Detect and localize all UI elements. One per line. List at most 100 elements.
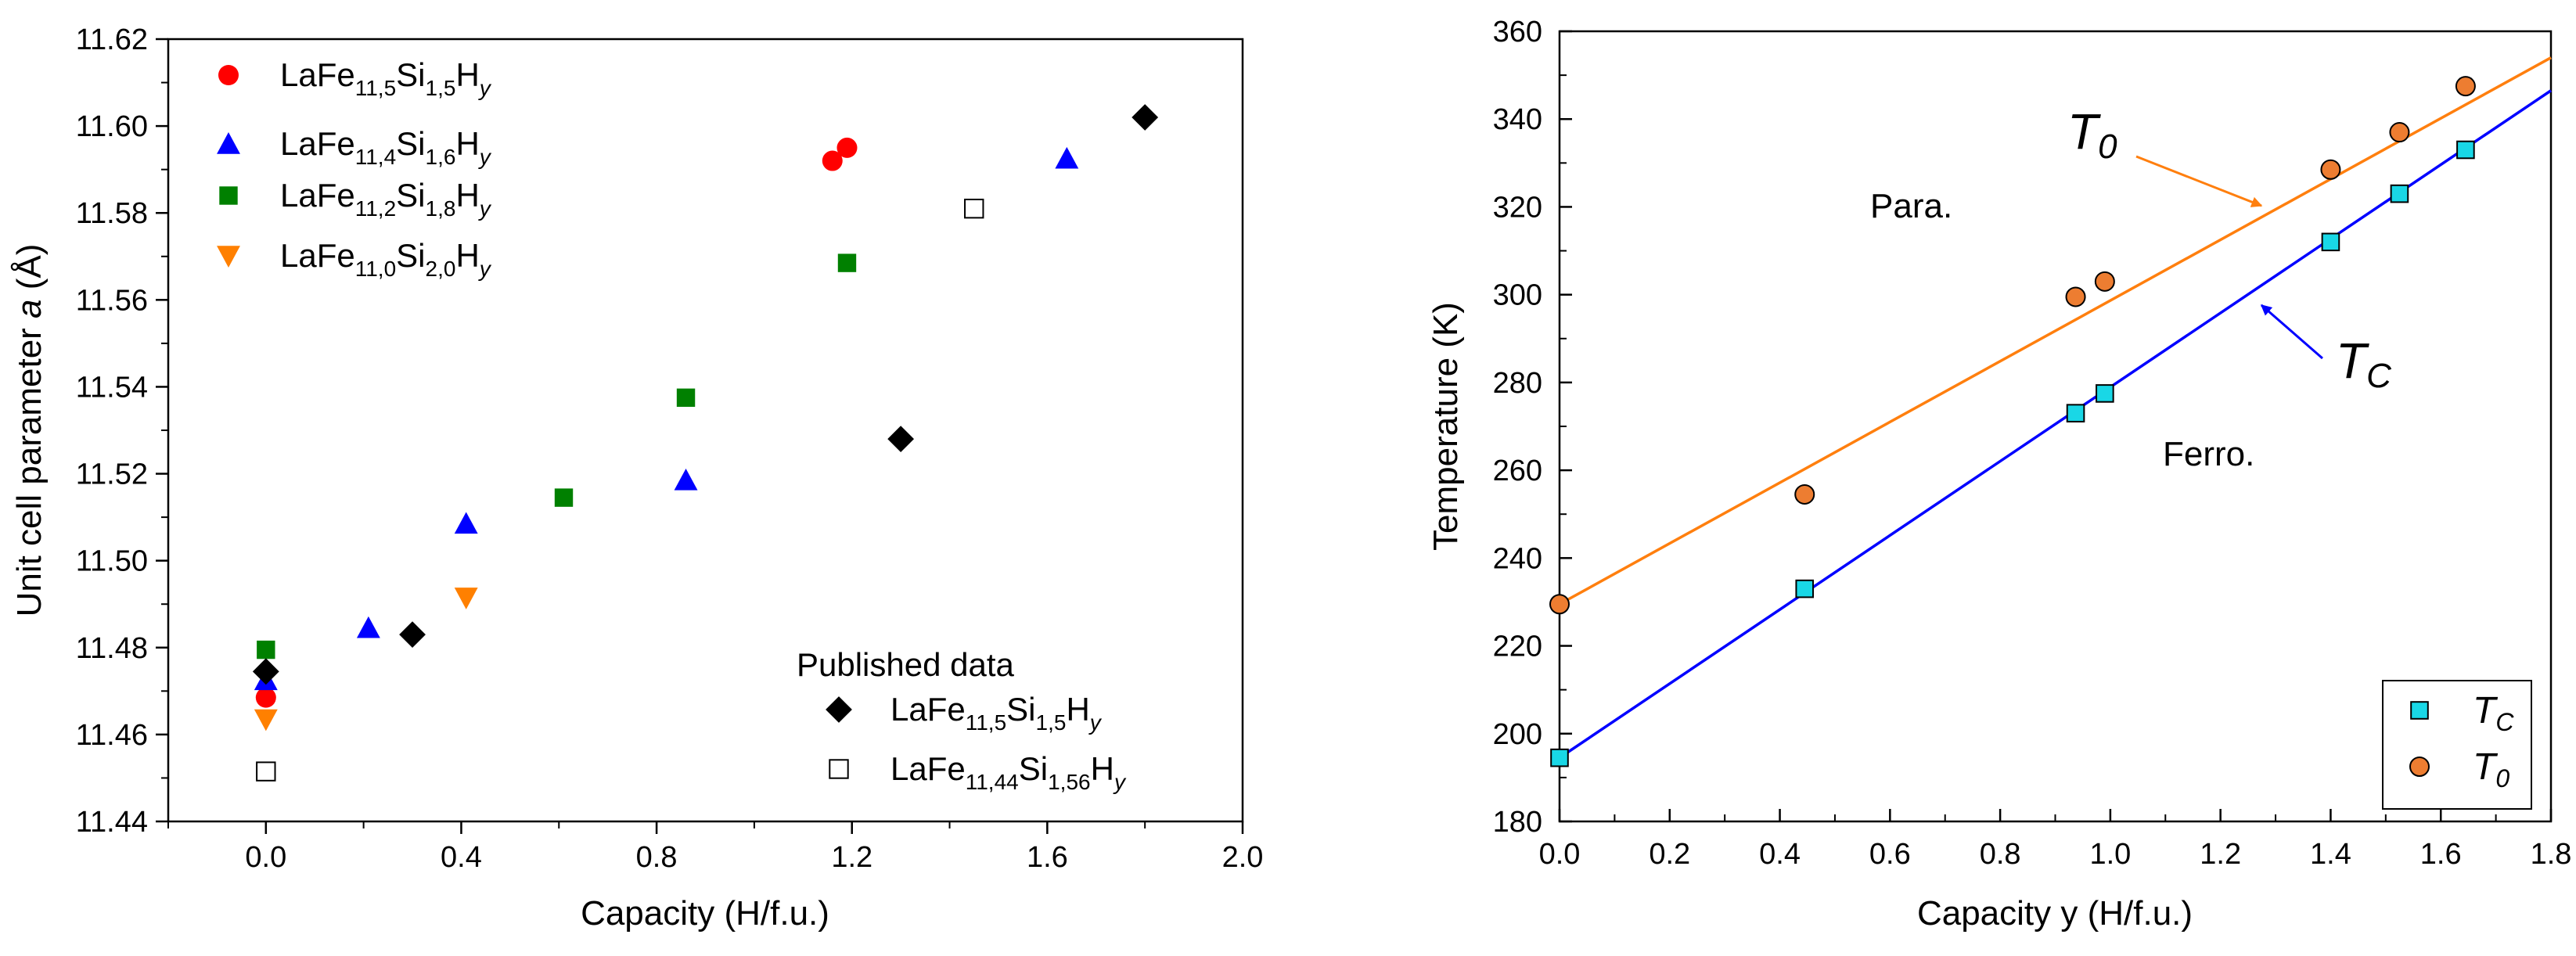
left-point-s3 [254,709,278,731]
right-point-tc [1795,579,1815,598]
right-x-tick-label: 1.8 [2531,838,2572,871]
t0-arrow [2135,155,2263,207]
left-x-axis-title: Capacity (H/f.u.) [581,894,829,933]
right-point-t0 [2455,76,2476,97]
left-legend-label-0: LaFe11,5Si1,5Hy [280,56,492,100]
left-point-s5 [964,198,984,219]
left-y-tick-label: 11.50 [76,545,148,578]
left-legend: LaFe11,5Si1,5Hy LaFe11,4Si1,6Hy LaFe11,2Si… [217,56,1127,794]
left-x-tick-label: 0.8 [636,841,678,874]
right-x-tick-label: 1.6 [2420,838,2462,871]
left-point-s5 [256,761,276,782]
left-y-tick-label: 11.46 [76,719,148,752]
right-legend: TC T0 [2382,680,2532,810]
t0-annotation: T0 [2067,103,2117,166]
right-y-tick-label: 320 [1493,191,1542,224]
right-legend-marker-tc [2410,701,2429,720]
right-legend-marker-t0 [2409,757,2430,777]
right-x-tick-label: 1.2 [2200,838,2241,871]
fit-line-t0 [1559,56,2552,606]
right-point-tc [2390,184,2409,203]
left-legend-marker-1 [217,132,240,154]
left-data-points [252,104,1159,782]
left-legend-marker-4 [826,696,852,723]
left-point-s4 [252,658,279,685]
fit-line-tc [1559,89,2552,760]
left-point-s2 [837,253,857,272]
right-point-tc [2096,384,2114,403]
right-fit-lines [1559,56,2552,760]
right-y-tick-label: 240 [1493,542,1542,575]
right-x-tick-label: 0.0 [1539,838,1581,871]
left-point-s2 [554,488,574,507]
left-point-s1 [1055,146,1079,169]
right-y-tick-label: 280 [1493,367,1542,400]
right-x-tick-label: 0.6 [1869,838,1911,871]
right-x-tick-label: 0.4 [1759,838,1801,871]
right-point-tc [2456,140,2475,160]
right-point-t0 [2065,286,2086,307]
right-legend-label-t0: T0 [2473,746,2509,792]
left-legend-heading: Published data [797,646,1015,683]
left-legend-label-3: LaFe11,0Si2,0Hy [280,237,492,281]
right-y-tick-label: 220 [1493,631,1542,663]
left-legend-label-2: LaFe11,2Si1,8Hy [280,177,492,221]
right-point-tc [2321,232,2340,252]
left-point-s4 [887,426,915,453]
left-y-tick-label: 11.60 [76,110,148,143]
right-axis-ticks: 0.0 0.2 0.4 0.6 0.8 1.0 1.2 1.4 1.6 1.8 180 200 220 2… [1493,16,2572,871]
left-point-s4 [1131,104,1159,131]
tc-arrow [2260,304,2323,360]
left-x-tick-label: 2.0 [1222,841,1264,874]
left-legend-label-1: LaFe11,4Si1,6Hy [280,125,492,169]
right-y-tick-label: 340 [1493,103,1542,136]
right-y-tick-label: 260 [1493,455,1542,487]
right-x-axis-title: Capacity y (H/f.u.) [1917,894,2193,933]
right-y-tick-label: 200 [1493,718,1542,751]
left-point-s0 [836,137,858,158]
right-y-tick-label: 360 [1493,16,1542,49]
left-x-tick-label: 1.2 [831,841,872,874]
left-point-s3 [454,588,478,609]
right-x-tick-label: 1.0 [2089,838,2131,871]
left-point-s1 [454,512,478,534]
right-data-points [1549,76,2476,767]
right-y-tick-label: 300 [1493,279,1542,312]
right-legend-label-tc: TC [2473,690,2514,736]
left-point-s1 [356,616,380,638]
left-x-tick-label: 0.0 [245,841,286,874]
left-legend-marker-3 [217,246,240,268]
left-y-tick-label: 11.54 [76,371,148,404]
tc-annotation: TC [2336,332,2392,395]
right-point-t0 [2320,159,2341,180]
para-region-label: Para. [1870,187,1952,225]
right-x-tick-label: 0.8 [1980,838,2021,871]
right-point-t0 [2389,122,2410,143]
left-axis-ticks: 0.0 0.4 0.8 1.2 1.6 2.0 11.44 11.46 11.48 11.50 11… [76,23,1264,874]
left-y-tick-label: 11.56 [76,284,148,317]
left-y-tick-label: 11.48 [76,632,148,665]
left-point-s4 [399,621,426,649]
left-y-tick-label: 11.62 [76,23,148,56]
left-point-s2 [257,640,275,659]
left-y-axis-title: Unit cell parameter a (Å) [10,244,49,617]
right-x-tick-label: 1.4 [2310,838,2351,871]
left-point-s0 [822,150,843,171]
left-y-tick-label: 11.58 [76,197,148,230]
left-y-tick-label: 11.44 [76,806,148,839]
left-legend-marker-5 [829,759,849,779]
right-point-t0 [1794,483,1815,505]
lattice-parameter-chart: 0.0 0.4 0.8 1.2 1.6 2.0 11.44 11.46 11.48 11.50 11… [10,23,1263,933]
left-x-tick-label: 1.6 [1027,841,1068,874]
right-y-axis-title: Temperature (K) [1427,302,1465,551]
left-legend-label-5: LaFe11,44Si1,56Hy [890,750,1127,794]
left-legend-marker-2 [219,186,238,205]
right-y-tick-label: 180 [1493,806,1542,839]
left-y-tick-label: 11.52 [76,458,148,491]
right-x-tick-label: 0.2 [1649,838,1690,871]
right-point-tc [2066,404,2085,422]
right-legend-box [2382,680,2532,810]
left-legend-marker-0 [218,65,239,85]
left-point-s1 [674,468,698,491]
